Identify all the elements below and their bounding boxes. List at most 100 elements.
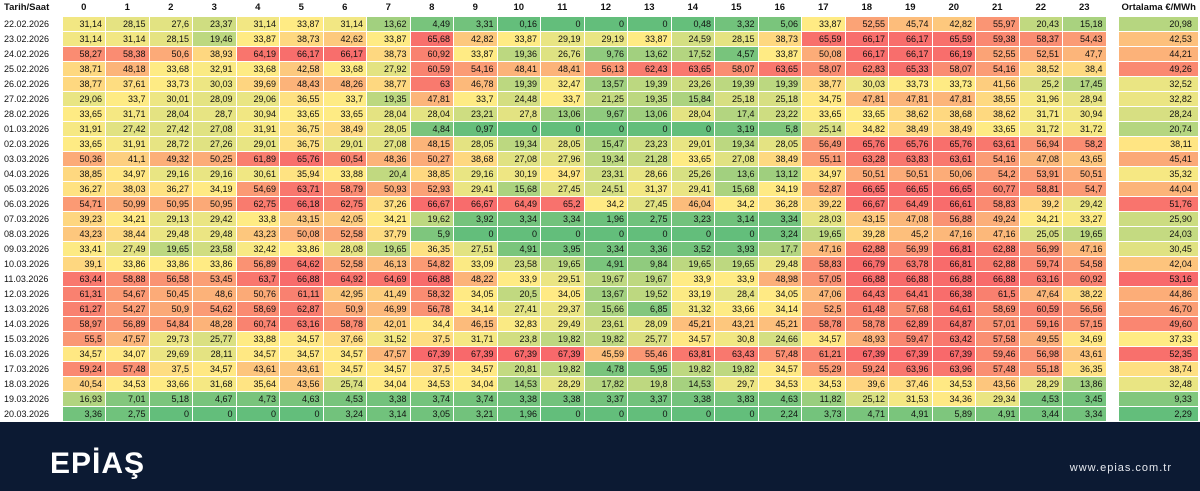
price-cell: 62,75 bbox=[323, 196, 367, 212]
row-date: 05.03.2026 bbox=[0, 181, 63, 197]
price-cell: 56,89 bbox=[105, 316, 150, 332]
price-cell: 33,68 bbox=[323, 61, 367, 77]
price-cell: 58,37 bbox=[1019, 31, 1063, 47]
price-cell: 33,88 bbox=[323, 166, 367, 182]
price-cell: 29,16 bbox=[149, 166, 193, 182]
spacer bbox=[1106, 91, 1119, 107]
price-cell: 29,37 bbox=[540, 301, 585, 317]
price-cell: 23,22 bbox=[758, 106, 802, 122]
price-cell: 25,77 bbox=[627, 331, 672, 347]
price-cell: 29,69 bbox=[149, 346, 193, 362]
price-cell: 52,87 bbox=[801, 181, 846, 197]
price-cell: 56,88 bbox=[932, 211, 976, 227]
price-cell: 34,2 bbox=[584, 196, 628, 212]
price-cell: 40,54 bbox=[62, 376, 106, 392]
price-cell: 33,87 bbox=[453, 46, 498, 62]
daily-average-cell: 9,33 bbox=[1118, 391, 1199, 407]
price-cell: 3,24 bbox=[323, 406, 367, 422]
price-cell: 34,21 bbox=[366, 211, 411, 227]
price-cell: 37,66 bbox=[323, 331, 367, 347]
price-cell: 63,83 bbox=[888, 151, 933, 167]
price-cell: 0,16 bbox=[497, 16, 541, 32]
price-cell: 34,4 bbox=[410, 316, 454, 332]
price-cell: 19,34 bbox=[584, 151, 628, 167]
price-cell: 66,88 bbox=[975, 271, 1020, 287]
spacer bbox=[1106, 256, 1119, 272]
price-cell: 3,36 bbox=[714, 421, 759, 422]
daily-average-cell: 44,86 bbox=[1118, 286, 1199, 302]
price-cell: 25,12 bbox=[845, 391, 889, 407]
price-cell: 62,75 bbox=[236, 196, 280, 212]
price-cell: 58,38 bbox=[105, 46, 150, 62]
price-cell: 19,39 bbox=[627, 76, 672, 92]
daily-average-cell: 28,24 bbox=[1118, 106, 1199, 122]
price-cell: 9,67 bbox=[584, 106, 628, 122]
price-cell: 34,57 bbox=[192, 361, 237, 377]
row-date: 14.03.2026 bbox=[0, 316, 63, 332]
price-cell: 59,16 bbox=[1019, 316, 1063, 332]
table-row: 21.03.20264,713,933,363,343,243,343,363,… bbox=[0, 421, 1199, 422]
price-cell: 0 bbox=[540, 121, 585, 137]
price-cell: 27,6 bbox=[149, 16, 193, 32]
hour-header: 2 bbox=[149, 0, 193, 17]
price-cell: 1,96 bbox=[584, 211, 628, 227]
price-cell: 56,58 bbox=[149, 271, 193, 287]
price-cell: 3,38 bbox=[366, 391, 411, 407]
price-cell: 25,74 bbox=[323, 376, 367, 392]
price-cell: 33,9 bbox=[714, 271, 759, 287]
price-cell: 34,57 bbox=[801, 331, 846, 347]
epias-logo: EPİAŞ bbox=[50, 447, 146, 480]
price-cell: 49,32 bbox=[149, 151, 193, 167]
spacer bbox=[1106, 241, 1119, 257]
price-cell: 58,97 bbox=[62, 316, 106, 332]
price-cell: 3,38 bbox=[497, 391, 541, 407]
price-cell: 42,05 bbox=[323, 211, 367, 227]
price-cell: 59,47 bbox=[888, 331, 933, 347]
price-cell: 29,06 bbox=[236, 91, 280, 107]
table-row: 26.02.2026 38,77 37,61 33,73 30,03 39,69 48,43… bbox=[0, 76, 1199, 92]
row-date: 27.02.2026 bbox=[0, 91, 63, 107]
price-cell: 48,41 bbox=[540, 61, 585, 77]
hour-header: 20 bbox=[932, 0, 976, 17]
price-cell: 3,92 bbox=[453, 211, 498, 227]
price-cell: 54,16 bbox=[975, 61, 1020, 77]
price-cell: 63,71 bbox=[279, 181, 324, 197]
price-cell: 29,73 bbox=[149, 331, 193, 347]
price-heatmap: Tarih/Saat 0 1 2 3 4 5 6 7 8 9 10 11 12 13 14 15 16 17 18 1… bbox=[0, 0, 1200, 422]
price-cell: 66,38 bbox=[932, 286, 976, 302]
price-cell: 33,87 bbox=[758, 46, 802, 62]
daily-average-cell: 7,47 bbox=[1118, 421, 1199, 422]
price-cell: 66,88 bbox=[932, 271, 976, 287]
price-cell: 37,61 bbox=[105, 76, 150, 92]
price-cell: 26,76 bbox=[540, 46, 585, 62]
price-cell: 38,55 bbox=[975, 91, 1020, 107]
price-cell: 58,07 bbox=[932, 61, 976, 77]
price-cell: 27,45 bbox=[627, 196, 672, 212]
price-cell: 56,94 bbox=[1019, 136, 1063, 152]
price-cell: 57,05 bbox=[801, 271, 846, 287]
price-cell: 23,23 bbox=[627, 136, 672, 152]
price-cell: 38,77 bbox=[801, 76, 846, 92]
row-date: 20.03.2026 bbox=[0, 406, 63, 422]
price-cell: 29,42 bbox=[192, 211, 237, 227]
price-cell: 19,67 bbox=[584, 271, 628, 287]
row-date: 25.02.2026 bbox=[0, 61, 63, 77]
price-cell: 4,63 bbox=[758, 391, 802, 407]
price-cell: 60,77 bbox=[975, 181, 1020, 197]
price-cell: 55,46 bbox=[627, 346, 672, 362]
price-cell: 4,91 bbox=[497, 241, 541, 257]
row-date: 28.02.2026 bbox=[0, 106, 63, 122]
price-cell: 34,57 bbox=[62, 346, 106, 362]
price-cell: 29,7 bbox=[714, 376, 759, 392]
daily-average-cell: 42,53 bbox=[1118, 31, 1199, 47]
price-cell: 1,96 bbox=[497, 406, 541, 422]
price-cell: 58,79 bbox=[323, 181, 367, 197]
price-cell: 36,27 bbox=[62, 181, 106, 197]
price-cell: 63 bbox=[410, 76, 454, 92]
price-cell: 60,92 bbox=[1062, 271, 1107, 287]
price-cell: 56,56 bbox=[1062, 301, 1107, 317]
price-cell: 58,07 bbox=[714, 61, 759, 77]
price-cell: 33,7 bbox=[453, 91, 498, 107]
price-cell: 34,75 bbox=[801, 91, 846, 107]
price-cell: 33,65 bbox=[975, 121, 1020, 137]
